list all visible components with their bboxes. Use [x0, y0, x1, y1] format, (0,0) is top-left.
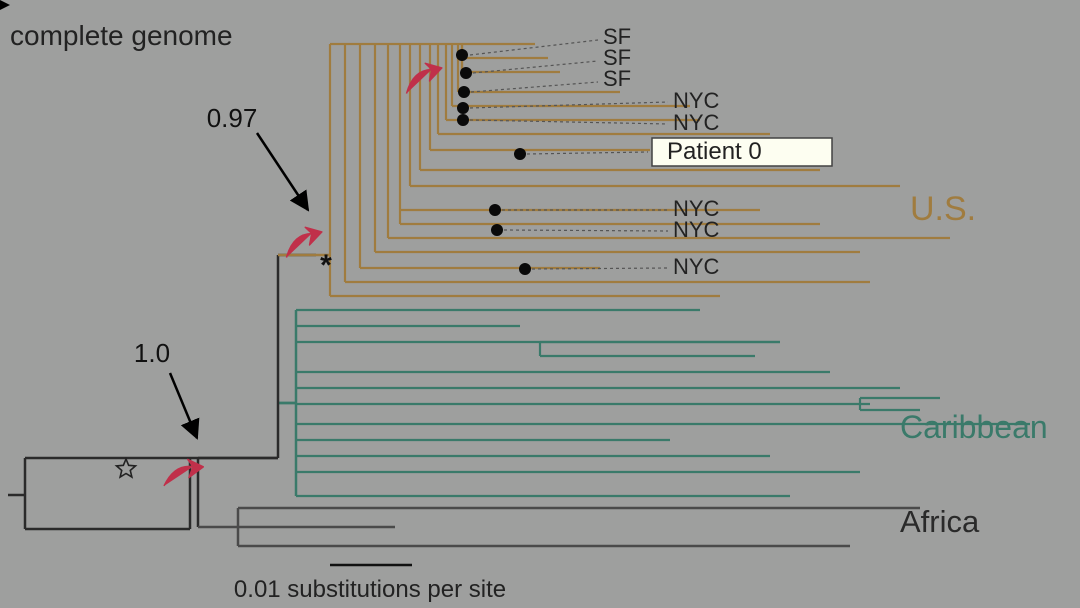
sample-marker — [491, 224, 503, 236]
phylogenetic-tree-figure: Patient 0SFSFSFNYCNYCNYCNYCNYCU.S.Caribb… — [0, 0, 1080, 608]
region-label: Africa — [900, 504, 980, 539]
tip-label: NYC — [673, 217, 720, 242]
sample-marker — [457, 114, 469, 126]
sample-marker — [519, 263, 531, 275]
tip-label: NYC — [673, 254, 720, 279]
patient0-label: Patient 0 — [667, 138, 762, 165]
sample-marker — [489, 204, 501, 216]
sample-marker — [457, 102, 469, 114]
sample-marker — [458, 86, 470, 98]
sample-marker — [460, 67, 472, 79]
node-asterisk: * — [320, 249, 332, 282]
region-label: Caribbean — [900, 409, 1048, 445]
region-label: U.S. — [910, 190, 976, 228]
sample-marker — [514, 148, 526, 160]
support-value: 1.0 — [134, 338, 170, 368]
scale-label: 0.01 substitutions per site — [234, 576, 506, 603]
tip-label: SF — [603, 66, 631, 91]
tip-label: NYC — [673, 110, 720, 135]
sample-marker — [456, 49, 468, 61]
figure-title: complete genome — [10, 20, 233, 51]
support-value: 0.97 — [207, 103, 258, 133]
